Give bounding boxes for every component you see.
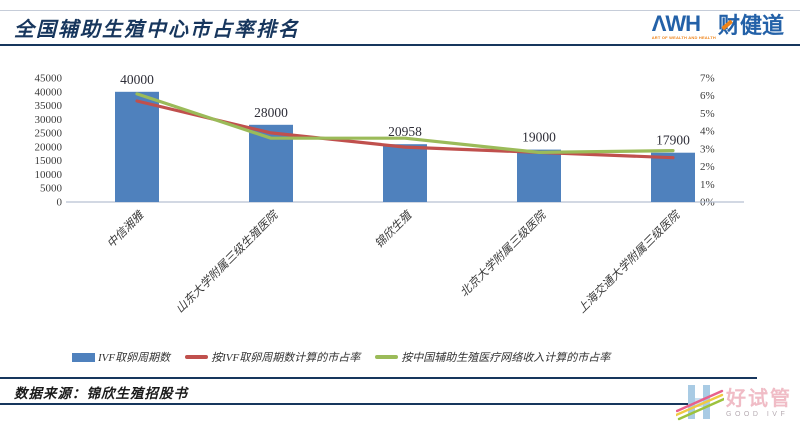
left-axis-tick: 35000 [35, 100, 63, 112]
bar-data-label: 40000 [120, 72, 154, 87]
legend-item-bar-series: IVF取卵周期数 [72, 349, 170, 365]
bar-data-label: 28000 [254, 105, 288, 120]
legend-red-line-swatch-icon [185, 355, 209, 359]
bar-data-label: 19000 [522, 130, 556, 145]
page-title: 全国辅助生殖中心市占率排名 [14, 19, 300, 41]
data-source-note: 数据来源：锦欣生殖招股书 [14, 386, 188, 401]
right-axis-tick: 1% [700, 179, 715, 191]
left-axis-tick: 25000 [35, 128, 63, 140]
x-axis-label: 上海交通大学附属三级医院 [575, 208, 683, 316]
bar [115, 91, 159, 202]
bar [383, 144, 427, 202]
left-axis-tick: 30000 [35, 114, 63, 126]
bar [517, 149, 561, 202]
legend-green-line-swatch-icon [375, 355, 399, 359]
legend-item-green-line-series: 按中国辅助生殖医疗网络收入计算的市占率 [375, 349, 610, 365]
goodivf-h-icon [676, 385, 724, 421]
goodivf-subtitle: GOOD IVF [726, 410, 789, 418]
x-axis-label: 中信湘雅 [104, 208, 147, 251]
top-divider [0, 10, 800, 11]
awh-logo-brand: 财健道 [717, 13, 784, 38]
awh-logo-tagline: ART OF WEALTH AND HEALTH [651, 35, 716, 40]
left-axis-tick: 45000 [35, 73, 63, 85]
x-axis-label: 北京大学附属三级医院 [458, 208, 550, 300]
goodivf-logo: 好试管 GOOD IVF [676, 383, 792, 423]
right-axis-tick: 2% [700, 161, 715, 173]
bar-data-label: 20958 [388, 124, 422, 139]
x-axis-label: 山东大学附属三级生殖医院 [173, 208, 281, 316]
left-axis-tick: 0 [57, 197, 63, 209]
bar [651, 152, 695, 202]
market-share-chart: 0 5000 10000 15000 20000 25000 30000 35000 40000… [0, 60, 800, 350]
awh-logo: ΛWH ART OF WEALTH AND HEALTH 财健道 [651, 11, 784, 41]
legend-label: 按中国辅助生殖医疗网络收入计算的市占率 [401, 352, 611, 364]
awh-logo-left: ΛWH ART OF WEALTH AND HEALTH [651, 11, 716, 41]
legend-bar-swatch-icon [72, 352, 95, 362]
goodivf-brand: 好试管 [726, 387, 792, 410]
awh-logo-text: ΛWH [651, 11, 701, 36]
footer-divider-top [0, 377, 757, 379]
legend-label: IVF取卵周期数 [98, 352, 171, 364]
right-axis-tick: 4% [700, 126, 715, 138]
left-axis-tick: 40000 [35, 86, 63, 98]
legend-item-red-line-series: 按IVF取卵周期数计算的市占率 [185, 349, 360, 365]
left-axis-tick: 20000 [35, 141, 63, 153]
goodivf-text: 好试管 GOOD IVF [726, 389, 792, 418]
legend-label: 按IVF取卵周期数计算的市占率 [211, 352, 361, 364]
bar [249, 124, 293, 202]
chart-legend: IVF取卵周期数 按IVF取卵周期数计算的市占率 按中国辅助生殖医疗网络收入计算… [72, 349, 610, 365]
right-axis-tick: 7% [700, 73, 715, 85]
right-axis-tick: 6% [700, 90, 715, 102]
left-axis-tick: 15000 [35, 155, 63, 167]
left-axis-tick: 10000 [35, 169, 63, 181]
right-axis-tick: 5% [700, 108, 715, 120]
bar-data-label: 17900 [656, 133, 690, 148]
right-axis-tick: 3% [700, 143, 715, 155]
title-underline [0, 44, 800, 46]
footer-divider-bottom [0, 403, 700, 405]
line-series-2 [135, 92, 675, 155]
left-axis-tick: 5000 [40, 183, 63, 195]
x-axis-label: 锦欣生殖 [372, 208, 415, 251]
